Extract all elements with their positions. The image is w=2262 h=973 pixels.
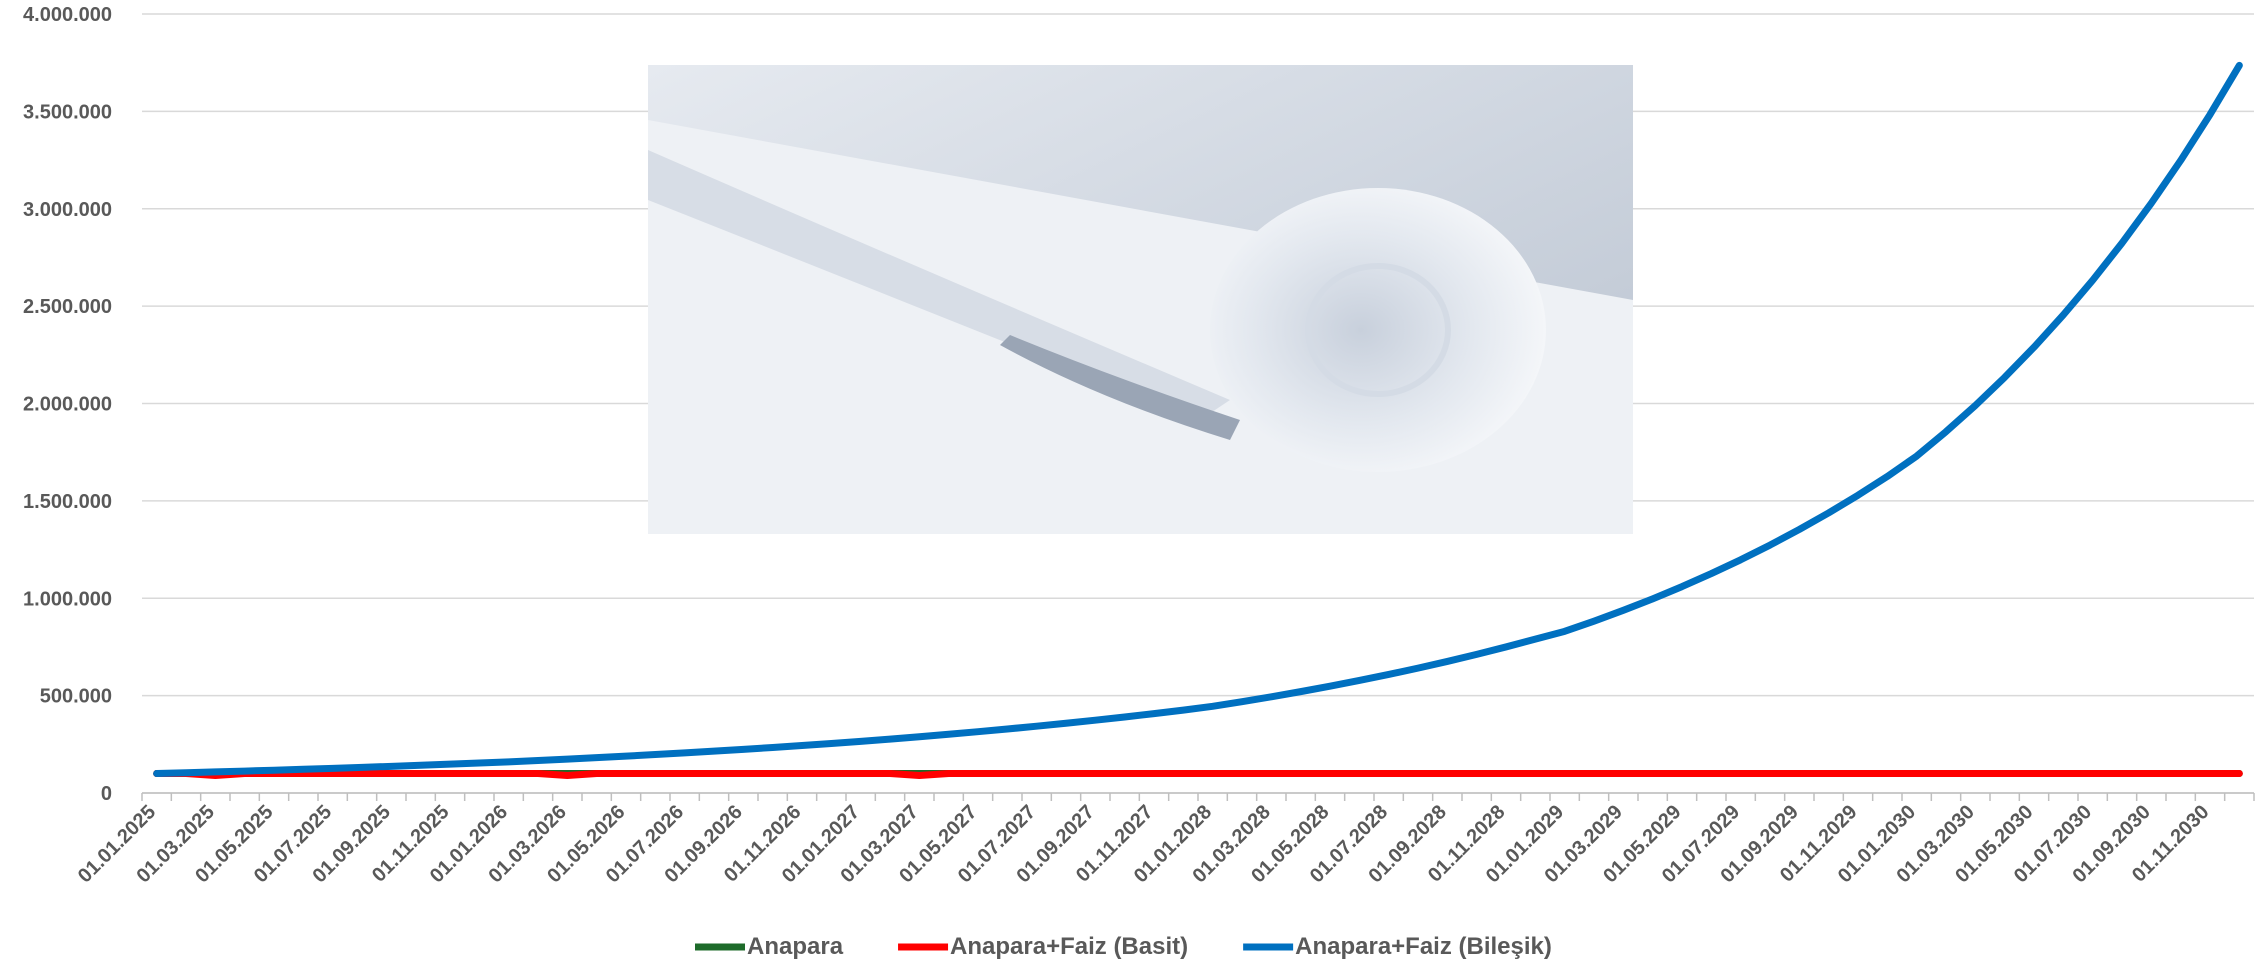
y-tick-label: 500.000	[40, 686, 112, 708]
line-series	[153, 61, 2243, 778]
snowball-photo	[648, 65, 1633, 534]
legend-label: Anapara+Faiz (Basit)	[950, 933, 1188, 960]
legend-label: Anapara+Faiz (Bileşik)	[1295, 933, 1552, 960]
y-tick-label: 4.000.000	[23, 4, 112, 26]
y-tick-label: 2.500.000	[23, 296, 112, 318]
y-tick-label: 0	[101, 783, 112, 805]
y-tick-label: 2.000.000	[23, 394, 112, 416]
y-tick-label: 3.000.000	[23, 199, 112, 221]
y-tick-label: 3.500.000	[23, 101, 112, 123]
line-series	[153, 770, 2243, 779]
y-tick-label: 1.500.000	[23, 491, 112, 513]
legend-label: Anapara	[747, 933, 844, 960]
y-tick-label: 1.000.000	[23, 588, 112, 610]
